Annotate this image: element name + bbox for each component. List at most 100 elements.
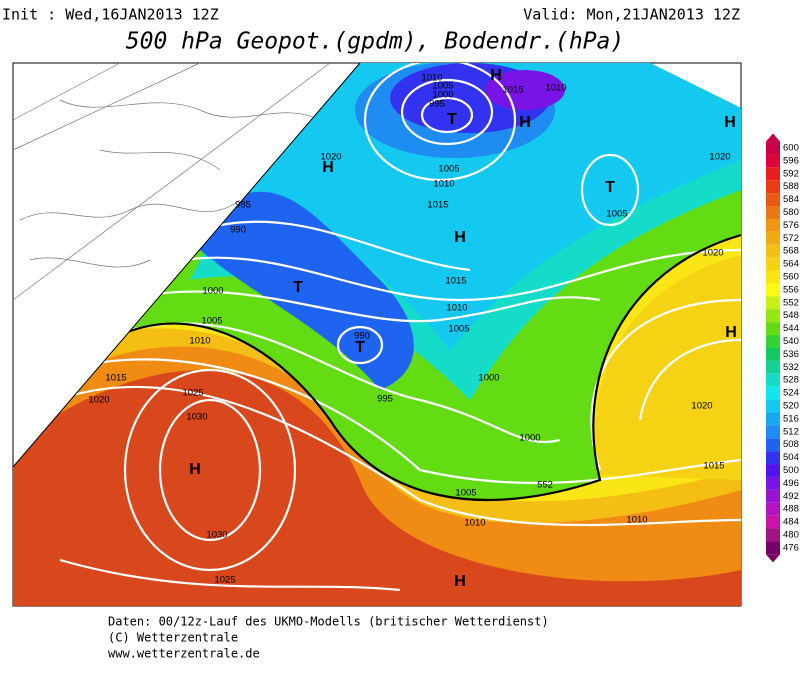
colorbar-label: 584 (783, 194, 799, 205)
valid-time: Valid: Mon,21JAN2013 12Z (523, 6, 740, 24)
isobar-label: 1005 (606, 209, 627, 220)
isobar-label: 1015 (105, 373, 126, 384)
colorbar-swatch (766, 141, 780, 155)
isobar-label: 1030 (186, 412, 207, 423)
pressure-center: H (189, 461, 201, 478)
isobar-label: 1020 (320, 152, 341, 163)
colorbar-label: 592 (783, 168, 799, 179)
isobar-label: 1020 (88, 395, 109, 406)
colorbar-swatch (766, 231, 780, 245)
colorbar-label: 524 (783, 388, 799, 399)
colorbar-swatch (766, 154, 780, 168)
init-time: Init : Wed,16JAN2013 12Z (2, 6, 219, 24)
colorbar-label: 492 (783, 491, 799, 502)
isobar-label: 1005 (432, 81, 453, 92)
colorbar-swatch (766, 335, 780, 348)
isobar-label: 1015 (445, 276, 466, 287)
colorbar-label: 508 (783, 439, 799, 450)
isobar-label: 1030 (206, 530, 227, 541)
colorbar-label: 572 (783, 233, 799, 244)
colorbar-swatch (766, 167, 780, 181)
colorbar-end (766, 133, 780, 142)
colorbar-label: 544 (783, 323, 799, 334)
isobar-label: 1015 (703, 461, 724, 472)
colorbar-swatch (766, 425, 780, 439)
isobar-label: 1025 (214, 575, 235, 586)
footer-line: www.wetterzentrale.de (108, 647, 260, 661)
isobar-label: 1000 (202, 286, 223, 297)
pressure-center: H (724, 114, 736, 131)
pressure-center: H (322, 159, 334, 176)
map-title: 500 hPa Geopot.(gpdm), Bodendr.(hPa) (126, 29, 625, 55)
isobar-label: 1020 (709, 152, 730, 163)
colorbar-swatch (766, 502, 780, 516)
isobar-label: 1020 (691, 401, 712, 412)
pressure-center: H (725, 324, 737, 341)
colorbar-label: 480 (783, 530, 799, 541)
colorbar-swatch (766, 296, 780, 310)
colorbar-swatch (766, 270, 780, 284)
colorbar-label: 568 (783, 246, 799, 257)
colorbar-label: 540 (783, 336, 799, 347)
colorbar-swatch (766, 257, 780, 271)
colorbar-label: 600 (783, 143, 799, 154)
contour-label: 552 (537, 480, 553, 491)
colorbar-label: 476 (783, 542, 799, 553)
colorbar-swatch (766, 412, 780, 426)
isobar-label: 1010 (433, 179, 454, 190)
colorbar-swatch (766, 489, 780, 503)
colorbar-swatch (766, 283, 780, 297)
isobars (13, 63, 741, 592)
colorbar-swatch (766, 218, 780, 232)
footer-line: (C) Wetterzentrale (108, 631, 238, 645)
colorbar-label: 552 (783, 297, 799, 308)
isobar-label: 1000 (519, 433, 540, 444)
isobar-label: 1005 (438, 164, 459, 175)
colorbar-swatch (766, 464, 780, 477)
colorbar-swatch (766, 206, 780, 219)
colorbar-label: 516 (783, 413, 799, 424)
footer-line: Daten: 00/12z-Lauf des UKMO-Modells (bri… (108, 615, 549, 629)
colorbar-label: 528 (783, 375, 799, 386)
colorbar-swatch (766, 515, 780, 529)
colorbar-label: 512 (783, 426, 799, 437)
colorbar-end (766, 554, 780, 563)
colorbar-label: 496 (783, 478, 799, 489)
isobar-label: 1010 (545, 83, 566, 94)
isobar-label: 1000 (432, 90, 453, 101)
isobar-label: 1000 (478, 373, 499, 384)
colorbar-swatch (766, 451, 780, 465)
isobar-label: 1010 (189, 336, 210, 347)
colorbar-swatch (766, 193, 780, 207)
pressure-center: T (447, 111, 457, 128)
pressure-center: T (605, 179, 615, 196)
colorbar-swatch (766, 541, 780, 555)
pressure-center: H (454, 573, 466, 590)
isobar-label: 995 (429, 99, 445, 110)
isobar-label: 1010 (626, 515, 647, 526)
colorbar-label: 484 (783, 517, 799, 528)
colorbar-label: 536 (783, 349, 799, 360)
coastlines (12, 62, 331, 301)
colorbar-swatch (766, 244, 780, 258)
isobar-label: 1005 (455, 488, 476, 499)
pressure-center: H (490, 67, 502, 84)
colorbar-swatch (766, 180, 780, 194)
colorbar-label: 548 (783, 310, 799, 321)
isobar-label: 1010 (446, 303, 467, 314)
colorbar-swatch (766, 399, 780, 413)
colorbar-label: 520 (783, 401, 799, 412)
isobar-label: 1010 (464, 518, 485, 529)
colorbar-swatch (766, 386, 780, 400)
colorbar-swatch (766, 347, 780, 361)
contour-552 (119, 233, 741, 502)
pressure-center: H (519, 114, 531, 131)
isobar-label: 985 (235, 200, 251, 211)
colorbar-swatch (766, 528, 780, 542)
colorbar-label: 504 (783, 452, 799, 463)
colorbar-label: 564 (783, 259, 799, 270)
pressure-center: H (454, 229, 466, 246)
isobar-label: 1005 (201, 316, 222, 327)
colorbar-swatch (766, 360, 780, 374)
